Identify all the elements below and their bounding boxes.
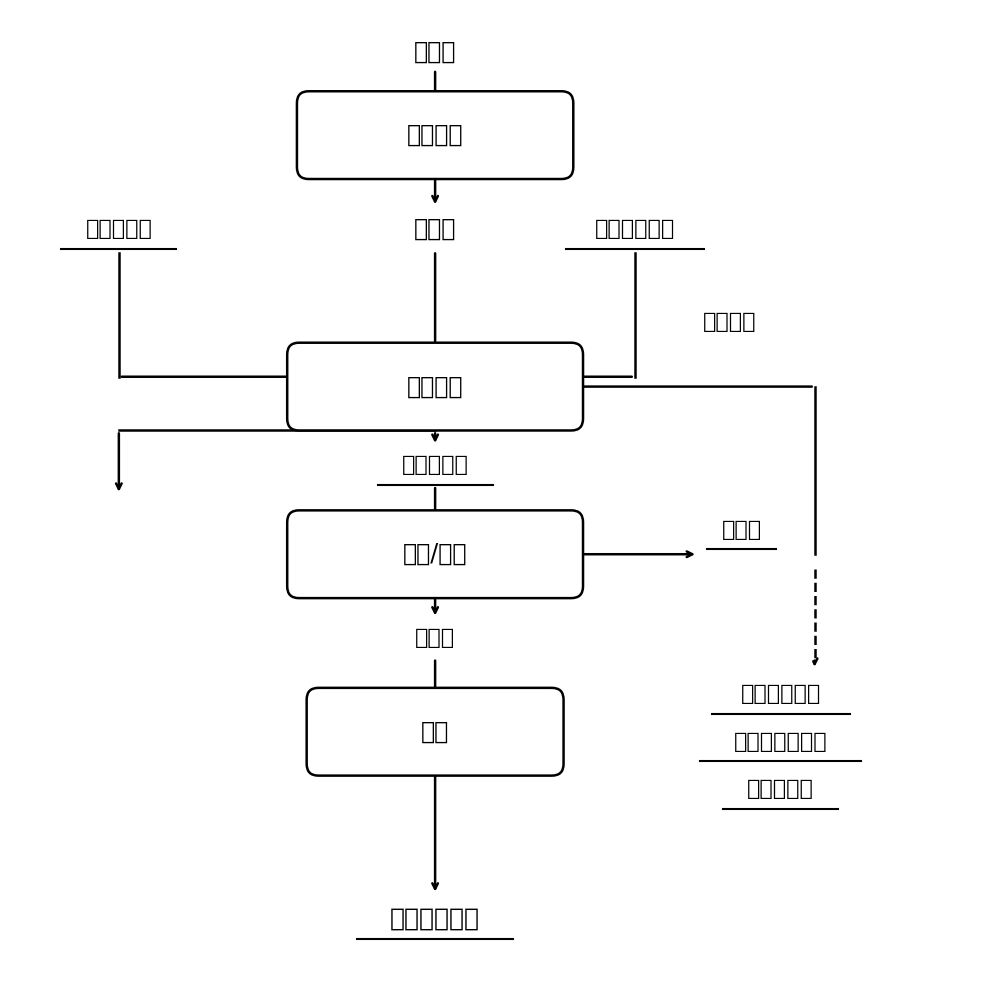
Text: 热解: 热解 xyxy=(421,720,449,744)
Text: 辉钼矿: 辉钼矿 xyxy=(413,39,456,63)
FancyBboxPatch shape xyxy=(297,91,573,179)
Text: 反萃液: 反萃液 xyxy=(415,628,455,648)
Text: 氧化焙烧: 氧化焙烧 xyxy=(406,123,462,147)
FancyBboxPatch shape xyxy=(287,343,583,430)
FancyBboxPatch shape xyxy=(307,688,563,776)
Text: 硫化富集铜: 硫化富集铜 xyxy=(746,779,813,799)
Text: 萃取/反萃: 萃取/反萃 xyxy=(402,542,467,566)
Text: 经树脂吸附铼、: 经树脂吸附铼、 xyxy=(733,732,826,752)
Text: 磷酸或磷酸钙: 磷酸或磷酸钙 xyxy=(594,219,674,239)
Text: 三氧化钼产品: 三氧化钼产品 xyxy=(389,907,479,931)
FancyBboxPatch shape xyxy=(287,510,583,598)
Text: 钼焙砂: 钼焙砂 xyxy=(413,217,456,241)
Text: 含钼浸出液: 含钼浸出液 xyxy=(401,455,468,475)
Text: 络合浸出: 络合浸出 xyxy=(406,375,462,399)
Text: 返回浸出: 返回浸出 xyxy=(702,312,755,332)
Text: 萃余液: 萃余液 xyxy=(721,520,761,540)
Text: 盐酸或硝酸: 盐酸或硝酸 xyxy=(86,219,152,239)
Text: 多次循环后，: 多次循环后， xyxy=(740,684,820,704)
